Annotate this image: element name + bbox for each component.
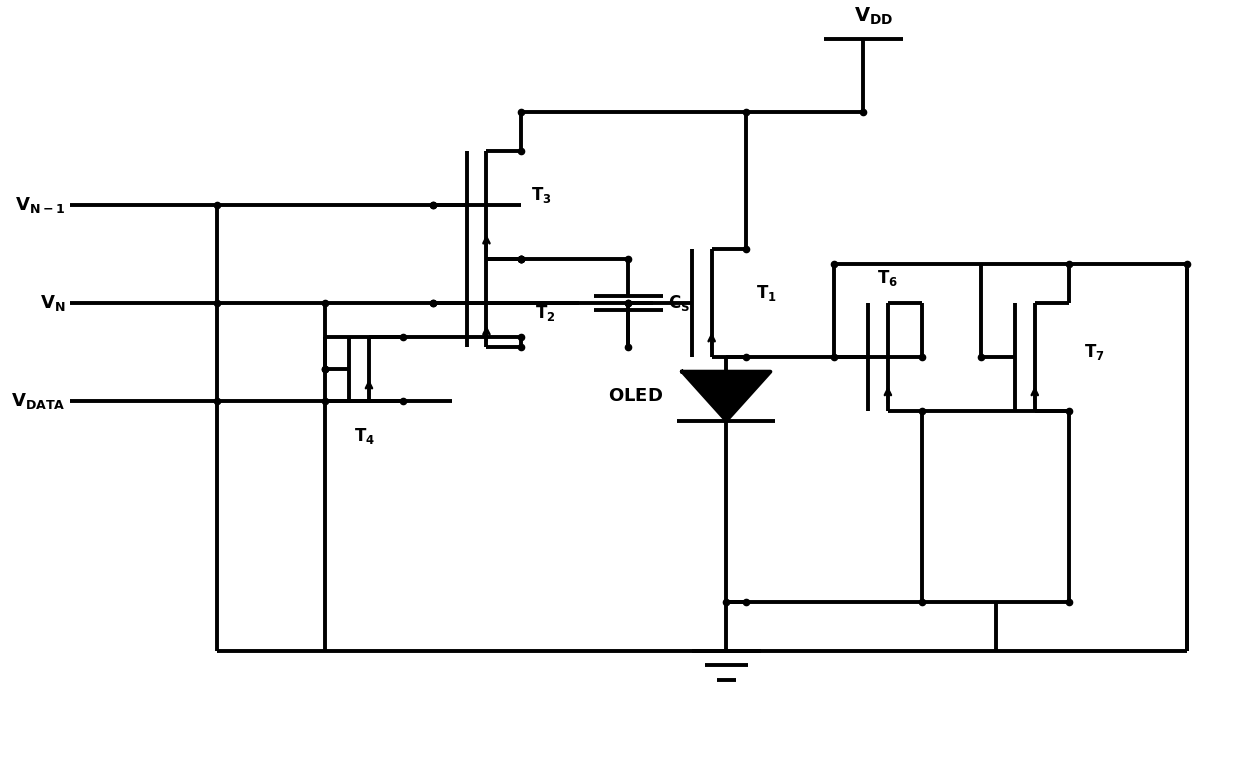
Text: $\mathbf{T_6}$: $\mathbf{T_6}$ (878, 268, 899, 288)
Text: $\mathbf{V_{DD}}$: $\mathbf{V_{DD}}$ (853, 5, 893, 27)
Text: $\mathbf{V_{N-1}}$: $\mathbf{V_{N-1}}$ (15, 195, 66, 215)
Text: $\mathbf{V_{DATA}}$: $\mathbf{V_{DATA}}$ (11, 391, 66, 411)
Text: $\mathbf{OLED}$: $\mathbf{OLED}$ (608, 387, 662, 405)
Text: $\mathbf{T_7}$: $\mathbf{T_7}$ (1084, 342, 1105, 362)
Text: $\mathbf{V_N}$: $\mathbf{V_N}$ (40, 293, 66, 313)
Text: $\mathbf{T_3}$: $\mathbf{T_3}$ (531, 185, 551, 205)
Text: $\mathbf{T_4}$: $\mathbf{T_4}$ (353, 426, 374, 446)
Text: $\mathbf{C_S}$: $\mathbf{C_S}$ (667, 293, 689, 313)
Text: $\mathbf{T_1}$: $\mathbf{T_1}$ (755, 283, 776, 303)
Polygon shape (682, 372, 770, 421)
Text: $\mathbf{T_2}$: $\mathbf{T_2}$ (536, 303, 556, 323)
